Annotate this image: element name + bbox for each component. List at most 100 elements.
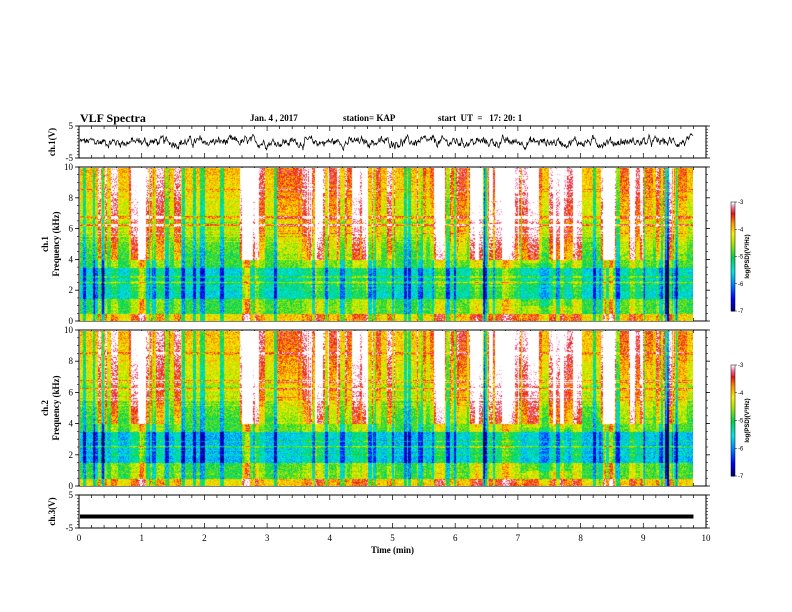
colorbar-segment — [731, 451, 735, 455]
colorbar-segment — [731, 221, 735, 225]
colorbar-segment — [731, 223, 735, 227]
colorbar-segment — [731, 390, 735, 394]
colorbar-segment — [731, 459, 735, 462]
colorbar-segment — [731, 448, 735, 451]
colorbar-segment — [731, 365, 735, 368]
ch1-axis-label: ch.1 — [40, 236, 50, 252]
colorbar-segment — [731, 389, 735, 392]
colorbar-segment — [731, 402, 735, 405]
colorbar-segment — [731, 420, 735, 423]
ch2-frequency-axis-label: Frequency (kHz) — [51, 375, 61, 440]
x-tick-label: 10 — [702, 533, 712, 543]
colorbar-segment — [731, 232, 735, 236]
y-tick-label: 8 — [69, 356, 74, 366]
station-label: station= KAP — [343, 113, 396, 123]
colorbar-segment — [731, 450, 735, 453]
y-tick-label: 10 — [64, 325, 74, 335]
ch2-spectrogram-image — [80, 331, 693, 486]
colorbar-segment — [731, 383, 735, 386]
colorbar-segment — [731, 427, 735, 431]
x-tick-label: 9 — [641, 533, 646, 543]
colorbar-segment — [731, 227, 735, 230]
colorbar-segment — [731, 381, 735, 384]
colorbar-segment — [731, 435, 735, 438]
colorbar-segment — [731, 455, 735, 458]
ch1-spectrogram-image — [80, 168, 693, 321]
colorbar-segment — [731, 256, 735, 259]
start-time-label: start UT = 17: 20: 1 — [438, 113, 523, 123]
colorbar-segment — [731, 407, 735, 410]
ch1-voltage-axis-label: ch.1(V) — [47, 128, 57, 156]
y-tick-label: 8 — [69, 193, 74, 203]
colorbar-segment — [731, 251, 735, 254]
colorbar-segment — [731, 474, 735, 477]
colorbar-segment — [731, 424, 735, 427]
colorbar-segment — [731, 411, 735, 414]
colorbar-segment — [731, 440, 735, 444]
colorbar-segment — [731, 231, 735, 234]
colorbar-segment — [731, 377, 735, 381]
colorbar-segment — [731, 280, 735, 283]
colorbar-segment — [731, 261, 735, 265]
colorbar-segment — [731, 385, 735, 388]
colorbar-segment — [731, 418, 735, 421]
colorbar-segment — [731, 267, 735, 270]
colorbar-segment — [731, 203, 735, 207]
colorbar-segment — [731, 376, 735, 379]
colorbar-segment — [731, 426, 735, 429]
colorbar-segment — [731, 276, 735, 279]
colorbar-segment — [731, 307, 735, 310]
colorbar-segment — [731, 258, 735, 261]
colorbar-segment — [731, 241, 735, 245]
colorbar-segment — [731, 429, 735, 433]
colorbar-segment — [731, 394, 735, 397]
ch3-voltage-axis-label: ch.3(V) — [47, 497, 57, 525]
colorbar-segment — [731, 413, 735, 416]
colorbar-segment — [731, 463, 735, 466]
colorbar-tick-label: -5 — [738, 255, 744, 261]
y-tick-label: 5 — [69, 490, 74, 500]
colorbar-segment — [731, 379, 735, 383]
y-tick-label: 0 — [69, 481, 74, 491]
colorbar-tick-label: -3 — [738, 363, 744, 369]
colorbar-segment — [731, 212, 735, 216]
colorbar-segment — [731, 247, 735, 250]
colorbar-segment — [731, 207, 735, 210]
colorbar-segment — [731, 216, 735, 219]
y-tick-label: -5 — [66, 523, 74, 533]
colorbar-segment — [731, 444, 735, 447]
colorbar-segment — [731, 453, 735, 457]
colorbar-segment — [731, 289, 735, 292]
colorbar-segment — [731, 291, 735, 294]
colorbar-segment — [731, 294, 735, 297]
colorbar-segment — [731, 466, 735, 470]
x-tick-label: 3 — [265, 533, 270, 543]
colorbar-tick-label: -4 — [738, 391, 744, 397]
colorbar-segment — [731, 252, 735, 256]
colorbar-tick-label: -7 — [738, 309, 744, 315]
colorbar-label: log(PSD)(V²/Hz) — [744, 398, 751, 442]
colorbar-segment — [731, 205, 735, 208]
colorbar-segment — [731, 245, 735, 248]
colorbar-segment — [731, 405, 735, 409]
colorbar-segment — [731, 281, 735, 285]
colorbar-segment — [731, 400, 735, 403]
colorbar-tick-label: -5 — [738, 419, 744, 425]
colorbar-segment — [731, 464, 735, 468]
colorbar-segment — [731, 285, 735, 288]
colorbar-segment — [731, 372, 735, 375]
colorbar-tick-label: -6 — [738, 282, 744, 288]
colorbar-segment — [731, 422, 735, 425]
colorbar-segment — [731, 269, 735, 272]
colorbar-segment — [731, 305, 735, 308]
x-tick-label: 2 — [202, 533, 207, 543]
colorbar-segment — [731, 437, 735, 440]
colorbar-segment — [731, 278, 735, 281]
colorbar-segment — [731, 236, 735, 239]
chart-title: VLF Spectra — [80, 111, 146, 125]
x-axis-label: Time (min) — [371, 545, 414, 555]
colorbar-segment — [731, 254, 735, 257]
colorbar-segment — [731, 366, 735, 370]
colorbar-segment — [731, 283, 735, 287]
colorbar-segment — [731, 272, 735, 276]
